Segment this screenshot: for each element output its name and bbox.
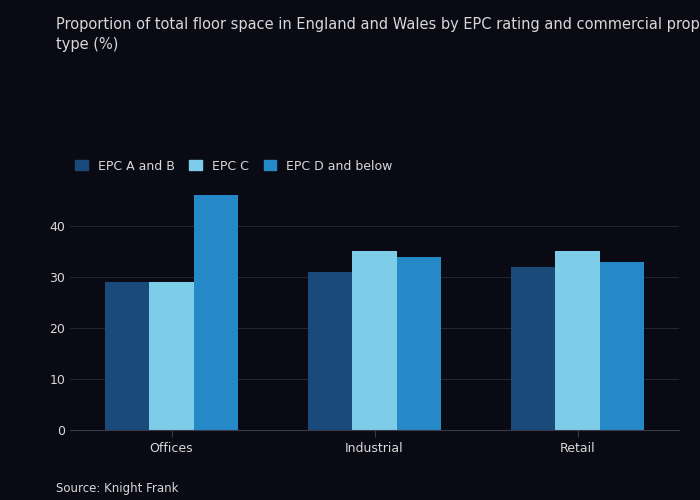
Text: Source: Knight Frank: Source: Knight Frank bbox=[56, 482, 178, 495]
Bar bbox=[104, 282, 149, 430]
Bar bbox=[510, 267, 555, 430]
Legend: EPC A and B, EPC C, EPC D and below: EPC A and B, EPC C, EPC D and below bbox=[70, 154, 398, 178]
Bar bbox=[397, 256, 442, 430]
Bar bbox=[352, 252, 397, 430]
Bar bbox=[555, 252, 600, 430]
Text: Proportion of total floor space in England and Wales by EPC rating and commercia: Proportion of total floor space in Engla… bbox=[56, 18, 700, 52]
Bar bbox=[194, 196, 239, 430]
Bar bbox=[307, 272, 352, 430]
Bar bbox=[600, 262, 645, 430]
Bar bbox=[149, 282, 194, 430]
